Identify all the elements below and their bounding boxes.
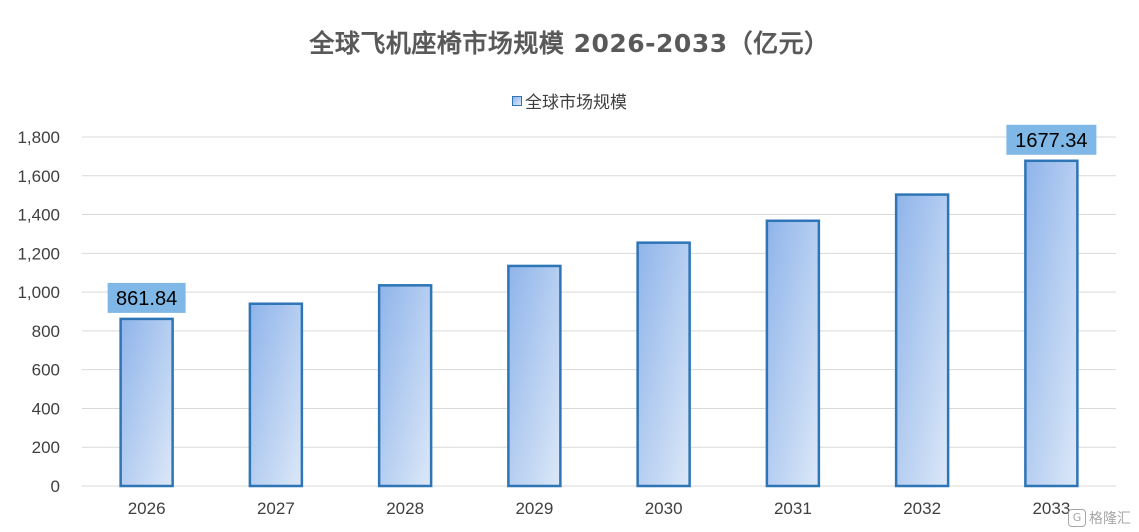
gelonghui-logo-icon: G — [1068, 509, 1086, 527]
legend-label: 全球市场规模 — [525, 93, 627, 113]
bars — [119, 159, 1079, 488]
y-tick-label: 1,200 — [17, 244, 60, 263]
x-tick-label: 2032 — [903, 499, 941, 518]
bar-2026 — [119, 317, 174, 488]
y-tick-label: 1,000 — [17, 283, 60, 302]
chart-legend: 全球市场规模 — [0, 88, 1139, 113]
data-label: 861.84 — [116, 288, 177, 310]
x-tick-label: 2033 — [1032, 499, 1070, 518]
data-label-box — [1006, 124, 1097, 155]
bar-2031 — [765, 219, 821, 488]
bar-2028 — [377, 284, 433, 488]
bar-2030 — [636, 241, 691, 488]
watermark-text: 格隆汇 — [1089, 511, 1131, 527]
y-tick-label: 600 — [32, 361, 60, 380]
y-tick-label: 1,400 — [17, 206, 60, 225]
x-tick-label: 2027 — [257, 499, 295, 518]
y-tick-label: 200 — [32, 438, 60, 457]
x-tick-label: 2029 — [515, 499, 553, 518]
grid-lines — [82, 136, 1116, 487]
chart-title: 全球飞机座椅市场规模 2026-2033（亿元） — [309, 29, 830, 58]
bar-2027 — [248, 302, 304, 488]
data-label: 1677.34 — [1015, 130, 1087, 152]
x-tick-label: 2026 — [128, 499, 166, 518]
y-tick-label: 1,800 — [17, 128, 60, 147]
watermark: G 格隆汇 — [1068, 508, 1131, 528]
y-tick-label: 800 — [32, 322, 60, 341]
y-axis-ticks: 0 200 400 600 800 1,000 1,200 1,400 1,600 1,800 — [17, 128, 60, 496]
x-tick-label: 2028 — [386, 499, 424, 518]
x-tick-label: 2030 — [645, 499, 683, 518]
y-tick-label: 0 — [51, 477, 60, 496]
legend-swatch — [512, 95, 522, 106]
bar-2029 — [507, 264, 562, 488]
data-label-box — [107, 282, 186, 313]
data-labels: 861.84 1677.34 — [107, 124, 1097, 313]
x-axis-ticks: 2026 2027 2028 2029 2030 2031 2032 2033 — [128, 499, 1071, 518]
y-tick-label: 1,600 — [17, 167, 60, 186]
y-tick-label: 400 — [32, 399, 60, 418]
bar-2033 — [1024, 159, 1079, 488]
bar-2032 — [894, 193, 950, 488]
x-tick-label: 2031 — [774, 499, 812, 518]
